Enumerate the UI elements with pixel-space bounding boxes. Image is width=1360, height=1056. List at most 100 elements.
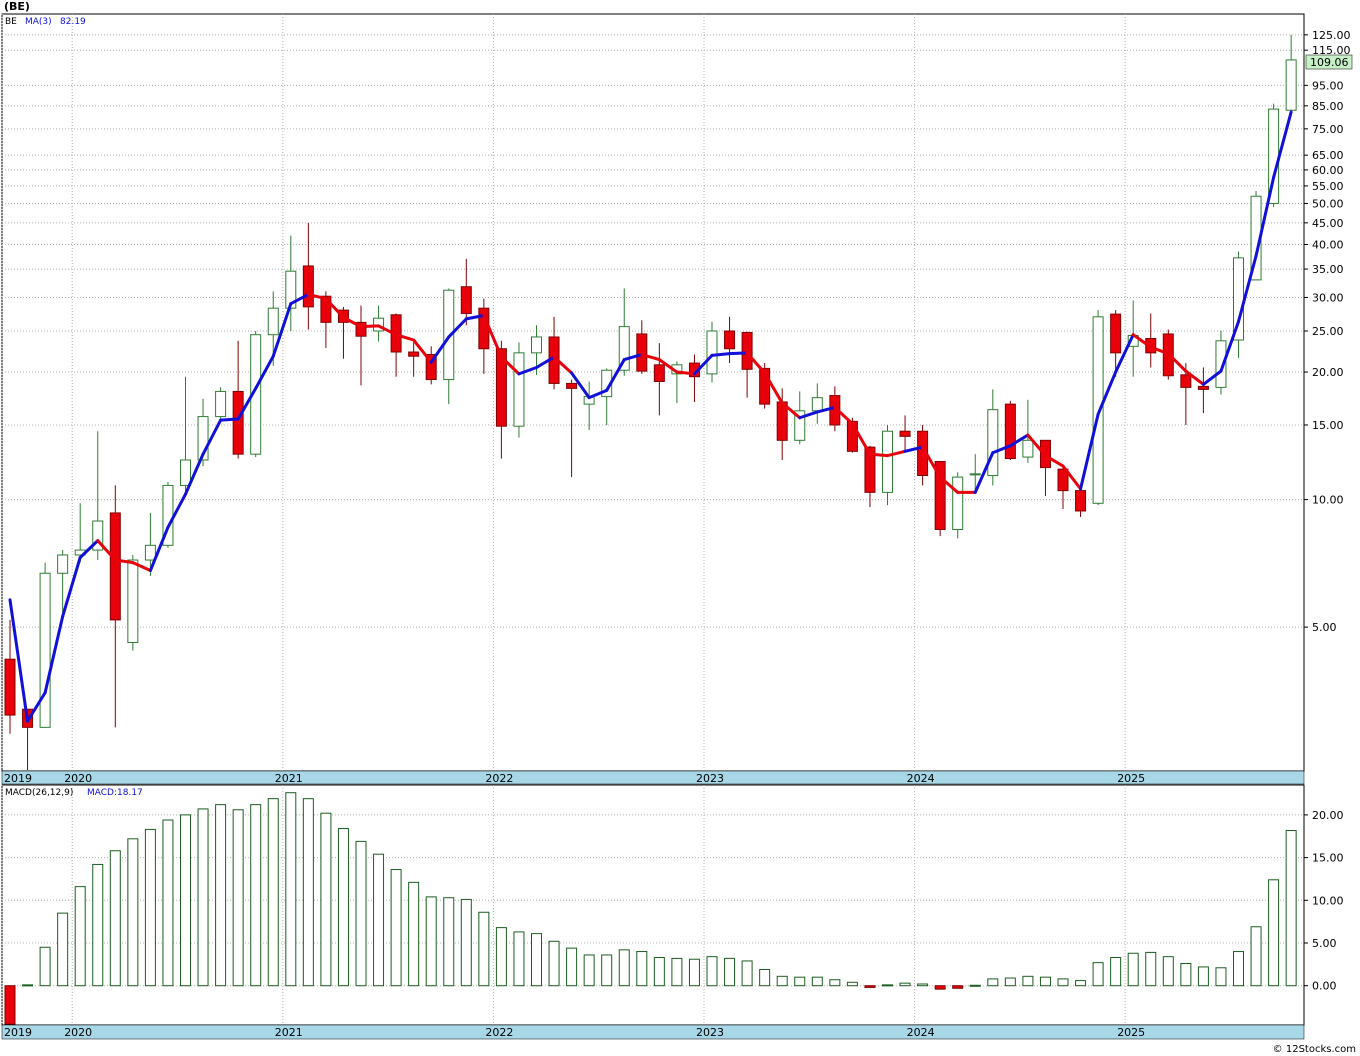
- macd-bar: [250, 804, 262, 987]
- candle-body-down: [934, 460, 946, 530]
- candle-body-up: [811, 397, 823, 412]
- candle: [934, 460, 946, 537]
- candle-body-down: [1057, 468, 1069, 492]
- macd-panel-frame: [1, 784, 1305, 1026]
- candle-body-up: [969, 473, 981, 476]
- candle-body-down: [759, 367, 771, 405]
- macd-bar: [1268, 879, 1280, 987]
- price-tick-label: 85.00: [1312, 100, 1344, 113]
- ma-segment: [166, 492, 187, 529]
- macd-bar: [92, 863, 104, 987]
- price-gridlines: [1, 14, 1304, 770]
- ma-segment: [1026, 433, 1047, 458]
- macd-tick-label: 0.00: [1312, 980, 1337, 993]
- macd-bar: [162, 819, 174, 987]
- candle: [144, 512, 156, 577]
- macd-bar: [794, 976, 806, 987]
- macd-bar: [846, 981, 858, 987]
- candle: [1110, 310, 1122, 377]
- ma-segment: [359, 324, 381, 329]
- candle-body-up: [1022, 439, 1034, 458]
- candle: [987, 389, 999, 486]
- last-price-label: 109.06: [1310, 56, 1349, 69]
- candle: [706, 321, 718, 383]
- ma-segment: [131, 561, 152, 573]
- ma-segment: [8, 598, 30, 723]
- candlesticks: [4, 34, 1297, 770]
- macd-bar: [566, 947, 578, 987]
- price-tick-label: 115.00: [1312, 44, 1351, 57]
- macd-bar: [1215, 967, 1227, 987]
- year-label: 2025: [1117, 772, 1145, 785]
- macd-bar: [548, 940, 560, 987]
- candle: [4, 619, 16, 734]
- year-label: 2019: [4, 772, 32, 785]
- candle-body-down: [899, 430, 911, 437]
- candle-body-up: [57, 554, 69, 574]
- candle-body-up: [215, 390, 227, 418]
- price-tick-label: 75.00: [1312, 123, 1344, 136]
- macd-bar: [1075, 980, 1087, 987]
- macd-bar: [425, 896, 437, 987]
- macd-legend-value: MACD:18.17: [87, 788, 143, 798]
- macd-bar: [1039, 976, 1051, 987]
- candle: [1004, 400, 1016, 461]
- candle-body-down: [302, 265, 314, 308]
- macd-bar: [952, 985, 964, 989]
- macd-bar: [57, 912, 69, 987]
- candle: [355, 305, 367, 386]
- macd-bar: [1233, 951, 1244, 987]
- ma-segment: [429, 335, 451, 364]
- ma-segment: [938, 475, 960, 494]
- macd-bar: [987, 978, 999, 987]
- candle-body-down: [741, 331, 753, 370]
- macd-bar: [513, 931, 525, 987]
- candle: [408, 342, 420, 377]
- candle-body-up: [127, 559, 139, 643]
- ma-segment: [1043, 454, 1065, 468]
- candle-body-up: [1285, 59, 1297, 111]
- candle: [759, 363, 771, 409]
- macd-bar: [969, 984, 981, 987]
- candle: [495, 340, 507, 459]
- macd-bar: [302, 798, 314, 987]
- candle: [724, 316, 736, 364]
- candle-body-up: [618, 326, 630, 371]
- macd-bar: [1145, 951, 1157, 987]
- macd-bar: [320, 812, 332, 987]
- macd-bars: [4, 792, 1297, 1025]
- price-panel: 125.00 115.00 95.00 85.00 75.00 65.00 60.00 55.…: [1, 13, 1353, 772]
- ma-segment: [1237, 254, 1258, 324]
- macd-bar: [1057, 978, 1069, 987]
- macd-bar: [1004, 977, 1016, 987]
- year-label: 2024: [907, 772, 935, 785]
- footer-credit: © 12Stocks.com: [1273, 1044, 1356, 1055]
- candle: [215, 387, 227, 419]
- macd-bar: [197, 808, 209, 987]
- candle-body-down: [636, 333, 648, 372]
- candle-body-down: [846, 420, 858, 452]
- candle: [232, 340, 244, 459]
- macd-bar: [109, 850, 121, 987]
- macd-y-axis: 20.00 15.00 10.00 5.00 0.00: [1304, 809, 1344, 993]
- candle: [1215, 330, 1227, 395]
- price-tick-label: 95.00: [1312, 79, 1344, 92]
- legend-ma-value: 82.19: [60, 17, 86, 27]
- macd-bar: [22, 984, 34, 987]
- candle: [92, 431, 104, 561]
- macd-bar: [285, 792, 297, 987]
- ma-segment: [26, 691, 47, 723]
- ma-segment: [394, 333, 416, 342]
- candle-body-up: [882, 430, 893, 493]
- price-tick-label: 65.00: [1312, 149, 1344, 162]
- macd-bar: [1285, 830, 1297, 987]
- candle: [1022, 399, 1034, 463]
- macd-bar: [1092, 962, 1104, 987]
- macd-panel: 20.00 15.00 10.00 5.00 0.00 MACD(26,12,9) MA…: [1, 784, 1344, 1026]
- ma-segment: [148, 525, 170, 573]
- ma-segment: [798, 410, 819, 420]
- macd-bar: [1022, 975, 1034, 987]
- ma-segment: [850, 422, 872, 456]
- year-label: 2020: [64, 772, 92, 785]
- candle-body-down: [653, 364, 665, 382]
